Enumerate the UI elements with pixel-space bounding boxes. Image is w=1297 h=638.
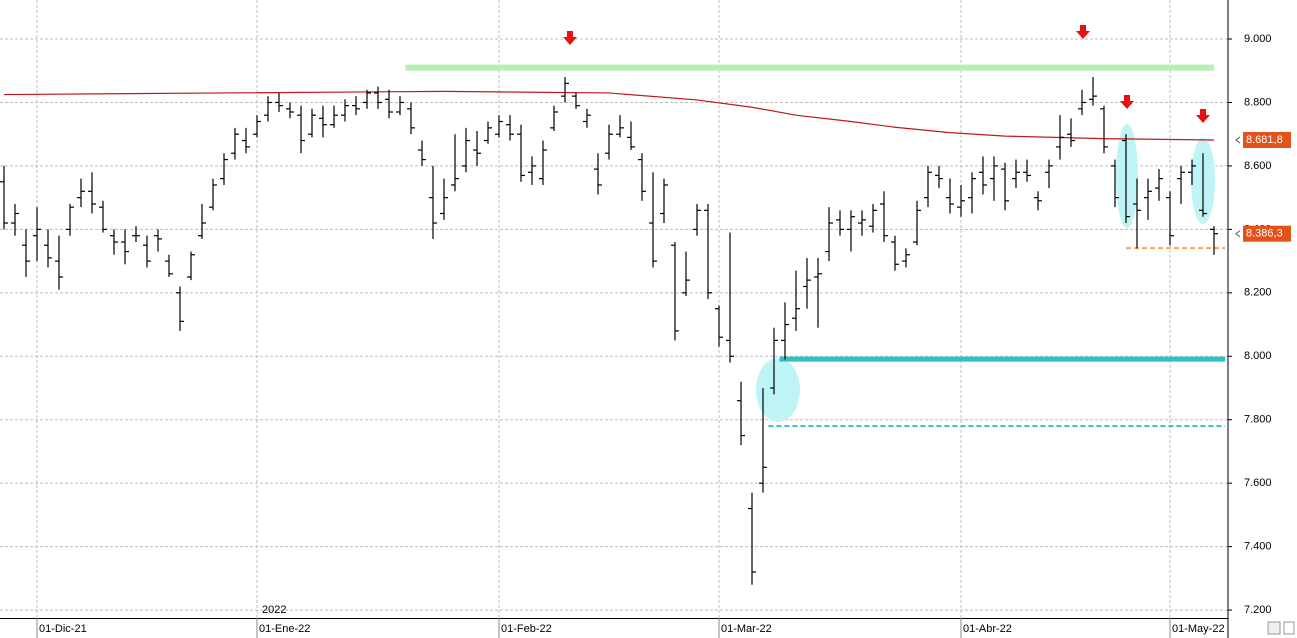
highlight-ellipse — [756, 358, 800, 422]
x-tick-label: 01-Ene-22 — [259, 623, 310, 635]
annotations — [756, 124, 1215, 422]
price-label-box — [1243, 131, 1291, 148]
down-arrow — [1120, 95, 1134, 109]
y-tick-label: 8.800 — [1244, 96, 1272, 108]
arrows — [563, 25, 1210, 123]
moving-average-line — [3, 90, 1215, 141]
toolbar-icon[interactable] — [1283, 621, 1295, 635]
down-arrow — [1196, 109, 1210, 123]
y-tick-label: 8.600 — [1244, 160, 1272, 172]
price-pointer — [1235, 230, 1241, 238]
plot — [0, 64, 1225, 585]
year-label: 2022 — [262, 604, 286, 616]
price-label-box — [1243, 225, 1291, 242]
y-tick-label: 8.200 — [1244, 287, 1272, 299]
x-tick-label: 01-Abr-22 — [963, 623, 1012, 635]
y-tick-label: 9.000 — [1244, 33, 1272, 45]
y-tick-label: 7.800 — [1244, 414, 1272, 426]
x-tick-label: 01-Feb-22 — [501, 623, 552, 635]
down-arrow — [563, 31, 577, 45]
toolbar-icon[interactable] — [1267, 621, 1281, 635]
down-arrow — [1076, 25, 1090, 39]
price-label: 8.681,8 — [1246, 134, 1283, 146]
x-tick-label: 01-May-22 — [1172, 623, 1225, 635]
y-tick-label: 7.600 — [1244, 477, 1272, 489]
price-pointer — [1235, 136, 1241, 144]
y-tick-label: 8.000 — [1244, 350, 1272, 362]
x-tick-label: 01-Mar-22 — [721, 623, 772, 635]
highlight-ellipse — [1116, 124, 1138, 228]
price-label: 8.386,3 — [1246, 228, 1283, 240]
y-tick-label: 7.200 — [1244, 604, 1272, 616]
y-tick-label: 7.400 — [1244, 541, 1272, 553]
x-tick-label: 01-Dic-21 — [39, 623, 87, 635]
